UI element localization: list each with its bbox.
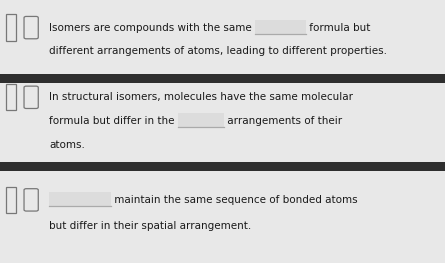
Text: different arrangements of atoms, leading to different properties.: different arrangements of atoms, leading… bbox=[49, 46, 387, 56]
Text: atoms.: atoms. bbox=[49, 140, 85, 150]
Text: In structural isomers, molecules have the same molecular: In structural isomers, molecules have th… bbox=[49, 92, 353, 102]
Bar bbox=[0, 83, 445, 162]
Bar bbox=[0, 171, 445, 263]
Bar bbox=[178, 113, 224, 127]
Text: formula but differ in the: formula but differ in the bbox=[49, 116, 178, 126]
Text: maintain the same sequence of bonded atoms: maintain the same sequence of bonded ato… bbox=[111, 195, 358, 205]
Bar bbox=[0, 0, 445, 74]
Text: Isomers are compounds with the same: Isomers are compounds with the same bbox=[49, 23, 255, 33]
Text: formula but: formula but bbox=[306, 23, 371, 33]
Text: but differ in their spatial arrangement.: but differ in their spatial arrangement. bbox=[49, 221, 251, 231]
Text: arrangements of their: arrangements of their bbox=[224, 116, 343, 126]
Bar bbox=[255, 20, 306, 34]
Bar bbox=[6, 187, 16, 213]
Bar bbox=[49, 192, 111, 206]
Bar bbox=[6, 14, 16, 41]
Bar bbox=[6, 84, 16, 110]
